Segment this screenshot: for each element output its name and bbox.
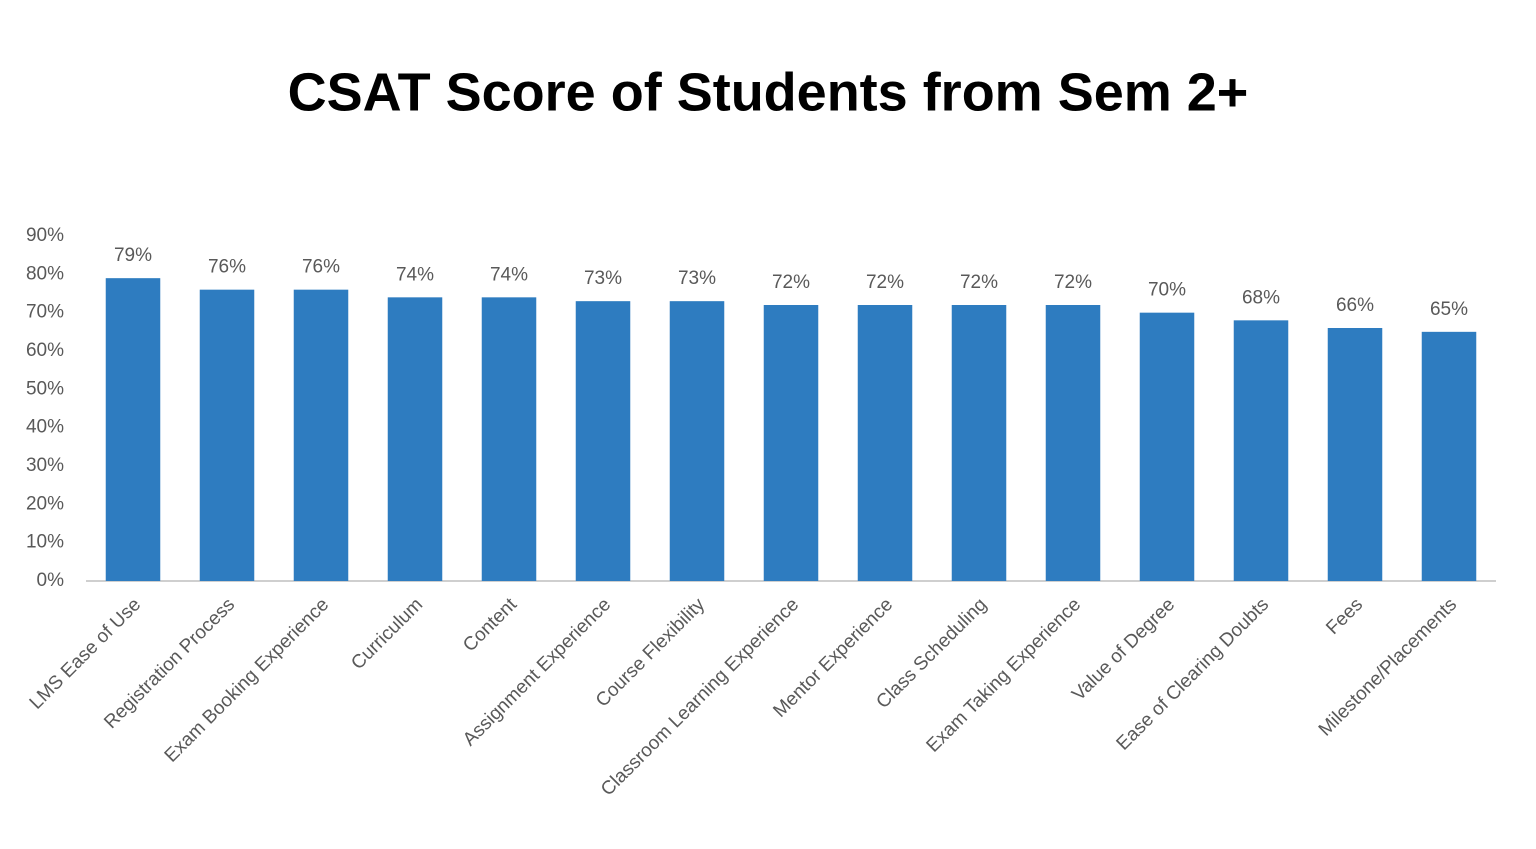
data-label: 72% — [866, 272, 904, 293]
y-tick-label: 60% — [26, 340, 64, 361]
bar — [481, 297, 537, 581]
y-tick-label: 30% — [26, 455, 64, 476]
data-label: 68% — [1242, 287, 1280, 308]
data-label: 76% — [208, 257, 246, 278]
x-tick-label: Exam Taking Experience — [923, 594, 1085, 756]
x-tick-label: Exam Booking Experience — [161, 594, 333, 766]
bar — [387, 297, 443, 581]
bar — [1421, 331, 1477, 581]
y-tick-label: 90% — [26, 225, 64, 246]
y-tick-label: 70% — [26, 302, 64, 323]
data-label: 73% — [678, 268, 716, 289]
data-label: 72% — [960, 272, 998, 293]
bar — [199, 289, 255, 581]
bar — [763, 305, 819, 581]
y-tick-label: 0% — [37, 570, 65, 591]
bar — [669, 301, 725, 581]
y-tick-label: 80% — [26, 263, 64, 284]
bar — [1233, 320, 1289, 581]
data-label: 76% — [302, 257, 340, 278]
bar — [857, 305, 913, 581]
data-label: 65% — [1430, 299, 1468, 320]
bar — [575, 301, 631, 581]
x-tick-label: Classroom Learning Experience — [597, 594, 803, 800]
bar — [951, 305, 1007, 581]
x-tick-label: Curriculum — [347, 594, 427, 674]
data-label: 79% — [114, 245, 152, 266]
data-label: 70% — [1148, 280, 1186, 301]
y-tick-label: 20% — [26, 493, 64, 514]
data-label: 66% — [1336, 295, 1374, 316]
bar — [293, 289, 349, 581]
x-tick-label: Content — [459, 594, 521, 656]
x-tick-label: Fees — [1322, 594, 1367, 639]
x-tick-label: Ease of Clearing Doubts — [1113, 594, 1273, 754]
data-label: 74% — [490, 264, 528, 285]
x-tick-label: Value of Degree — [1068, 594, 1179, 705]
bar — [105, 278, 161, 581]
chart-title: CSAT Score of Students from Sem 2+ — [288, 62, 1249, 122]
bar — [1045, 305, 1101, 581]
data-label: 72% — [772, 272, 810, 293]
y-tick-label: 40% — [26, 417, 64, 438]
bar — [1139, 312, 1195, 581]
data-label: 72% — [1054, 272, 1092, 293]
bar — [1327, 328, 1383, 581]
data-label: 74% — [396, 264, 434, 285]
y-tick-label: 50% — [26, 378, 64, 399]
data-label: 73% — [584, 268, 622, 289]
y-tick-label: 10% — [26, 532, 64, 553]
